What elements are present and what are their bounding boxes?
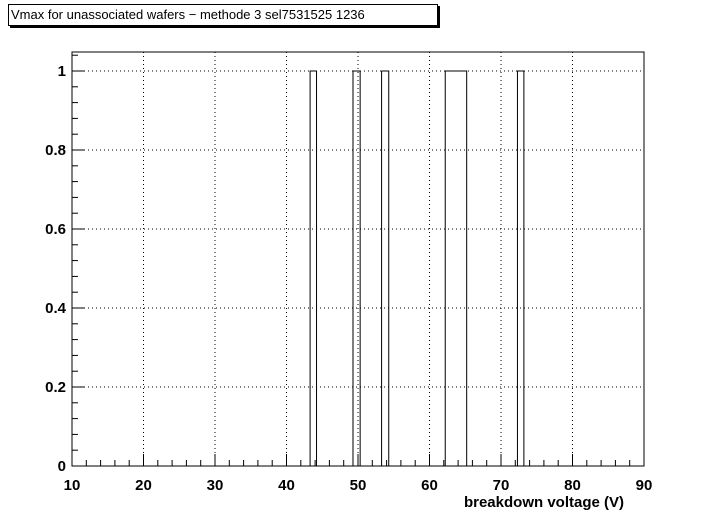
histogram-bar bbox=[352, 70, 361, 467]
y-tick-label: 0.4 bbox=[45, 300, 67, 317]
plot-frame bbox=[71, 51, 645, 467]
histogram-bar bbox=[381, 70, 390, 467]
y-tick-label: 0 bbox=[58, 458, 66, 475]
histogram-bar bbox=[309, 70, 318, 467]
x-tick-label: 80 bbox=[564, 477, 581, 494]
x-tick-label: 70 bbox=[493, 477, 510, 494]
x-tick-label: 10 bbox=[64, 477, 81, 494]
histogram-bar bbox=[444, 70, 468, 467]
y-tick-label: 1 bbox=[58, 63, 66, 80]
x-axis-title: breakdown voltage (V) bbox=[464, 494, 624, 511]
histogram-bar bbox=[516, 70, 525, 467]
x-tick-label: 60 bbox=[421, 477, 438, 494]
grid bbox=[72, 52, 644, 466]
y-axis-ticks: 0 0.2 0.4 0.6 0.8 1 bbox=[45, 54, 84, 475]
x-tick-label: 20 bbox=[135, 477, 152, 494]
x-axis-ticks: 10 20 30 40 50 60 70 80 90 bbox=[64, 454, 653, 494]
y-tick-label: 0.6 bbox=[45, 221, 66, 238]
x-tick-label: 30 bbox=[207, 477, 224, 494]
chart-title: Vmax for unassociated wafers − methode 3… bbox=[8, 4, 438, 26]
x-tick-label: 90 bbox=[636, 477, 653, 494]
y-tick-label: 0.2 bbox=[45, 379, 66, 396]
x-tick-label: 50 bbox=[350, 477, 367, 494]
histogram-bars bbox=[309, 70, 525, 467]
x-tick-label: 40 bbox=[278, 477, 295, 494]
y-tick-label: 0.8 bbox=[45, 142, 66, 159]
